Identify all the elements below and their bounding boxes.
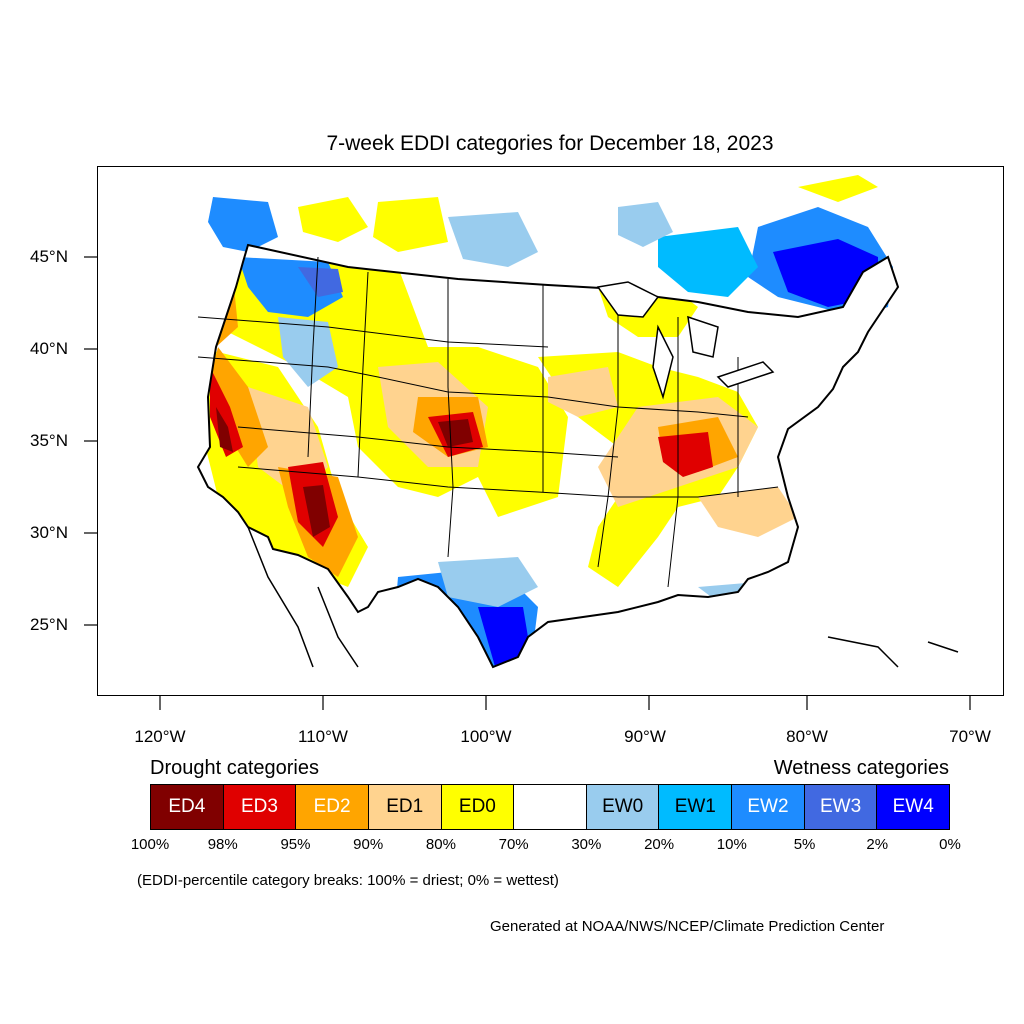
eddi-map: [97, 166, 1004, 696]
credit-line: Generated at NOAA/NWS/NCEP/Climate Predi…: [490, 918, 885, 935]
legend-cell-ed4: ED4: [151, 785, 224, 829]
coastline: [196, 243, 900, 669]
legend-break-label: 0%: [939, 836, 961, 853]
legend-break-label: 30%: [571, 836, 602, 853]
legend-cell-ew4: EW4: [877, 785, 950, 829]
legend-break-label: 90%: [353, 836, 384, 853]
legend-cell-ed2: ED2: [296, 785, 369, 829]
lon-label-90: 90°W: [624, 727, 666, 746]
lon-label-70: 70°W: [949, 727, 991, 746]
lat-label-25: 25°N: [30, 615, 68, 634]
legend-break-label: 10%: [716, 836, 747, 853]
lat-label-40: 40°N: [30, 339, 68, 358]
drought-heading: Drought categories: [150, 757, 319, 779]
legend-cell-neutral: [514, 785, 587, 829]
lat-label-30: 30°N: [30, 523, 68, 542]
legend-break-label: 80%: [425, 836, 456, 853]
lon-label-100: 100°W: [460, 727, 512, 746]
canada-wet-region: [208, 175, 893, 317]
caribbean-coast: [827, 636, 959, 668]
legend-break-label: 2%: [866, 836, 889, 853]
legend-break-label: 100%: [130, 836, 170, 853]
legend-break-label: 5%: [793, 836, 816, 853]
wetness-heading: Wetness categories: [773, 757, 949, 779]
legend-cell-ew1: EW1: [659, 785, 733, 829]
category-note: (EDDI-percentile category breaks: 100% =…: [137, 872, 559, 889]
legend-colorbar: ED4 ED3 ED2 ED1 ED0 EW0 EW1 EW2 EW3 EW4: [150, 784, 950, 830]
great-lakes: [596, 281, 775, 400]
lon-label-110: 110°W: [298, 727, 348, 746]
legend-break-label: 95%: [280, 836, 311, 853]
legend-cell-ed1: ED1: [368, 785, 442, 829]
legend-cell-ew2: EW2: [732, 785, 805, 829]
legend-cell-ew0: EW0: [586, 785, 660, 829]
state-boundaries: [197, 244, 779, 588]
lon-label-120: 120°W: [134, 727, 186, 746]
lon-label-80: 80°W: [786, 727, 828, 746]
legend-break-label: 98%: [207, 836, 238, 853]
legend-cell-ed3: ED3: [223, 785, 297, 829]
mexico-coast: [247, 526, 359, 668]
legend-break-label: 70%: [498, 836, 529, 853]
legend-cell-ed0: ED0: [441, 785, 515, 829]
lat-label-45: 45°N: [30, 247, 68, 266]
lat-label-35: 35°N: [30, 431, 68, 450]
map-title: 7-week EDDI categories for December 18, …: [326, 132, 774, 155]
legend-cell-ew3: EW3: [804, 785, 878, 829]
map-svg: [196, 175, 959, 669]
legend-break-label: 20%: [644, 836, 675, 853]
